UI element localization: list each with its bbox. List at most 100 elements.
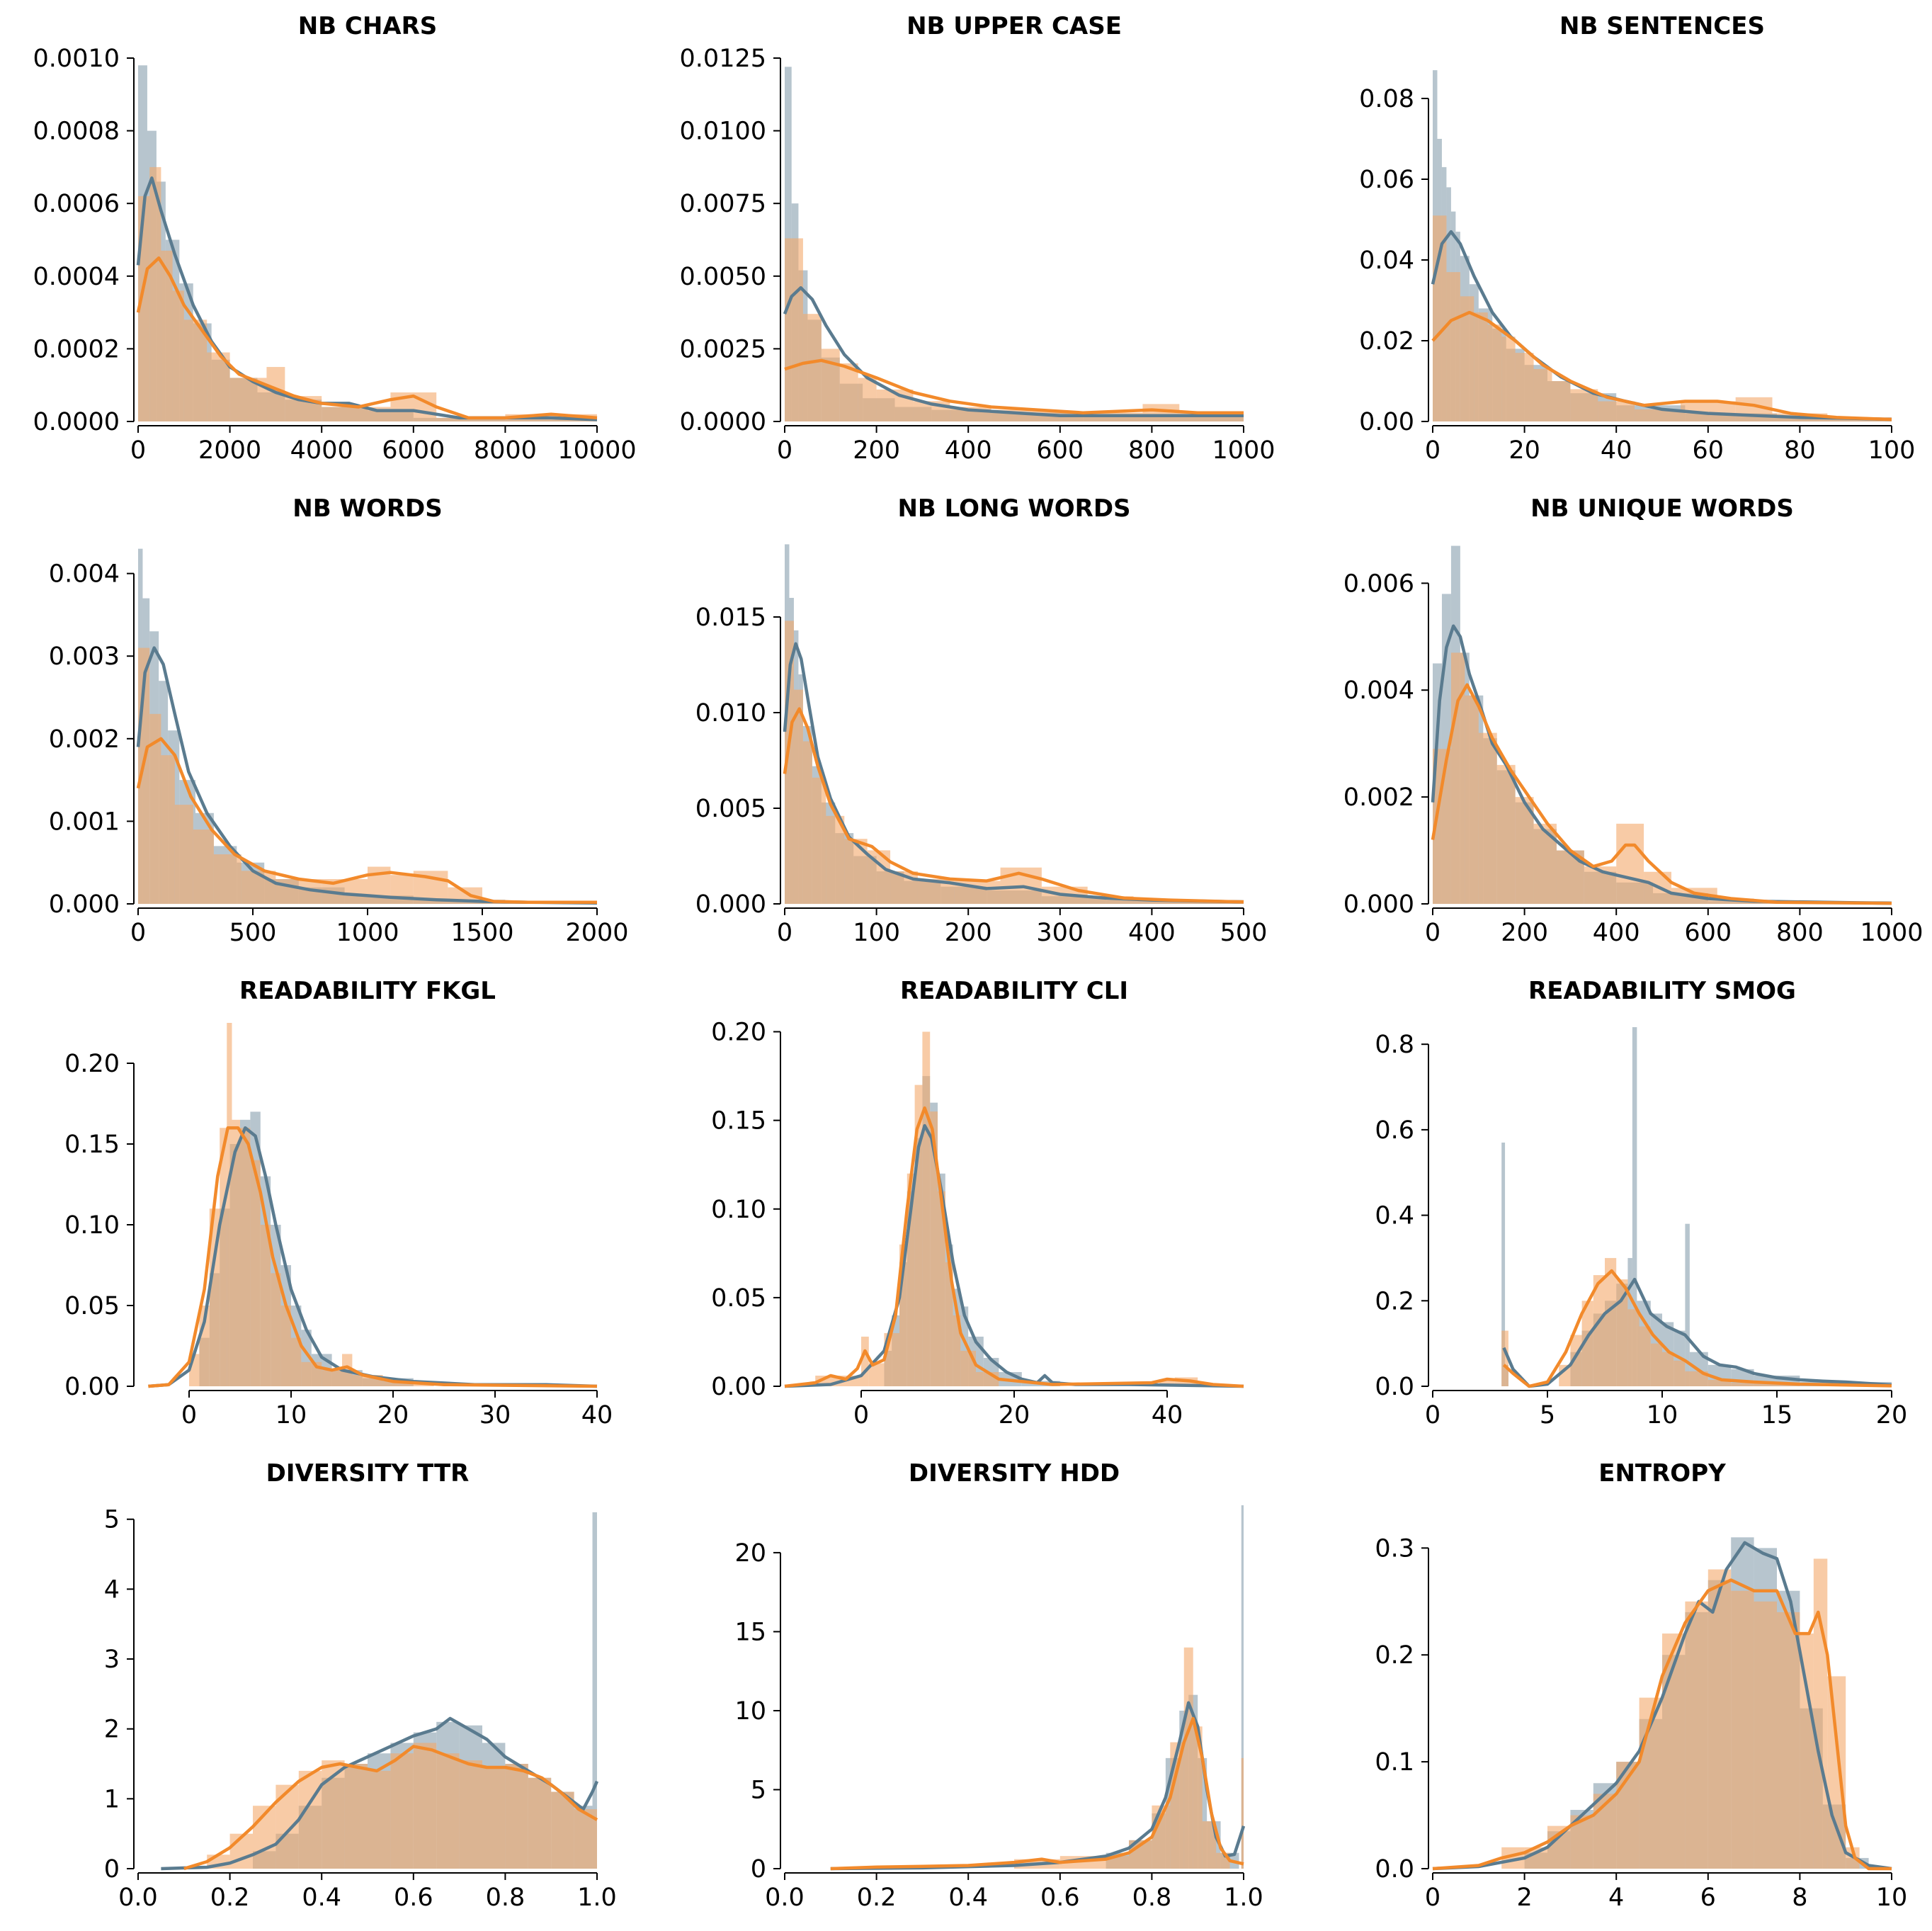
x-tick-label: 500: [1220, 919, 1268, 947]
y-tick-label: 20: [734, 1539, 766, 1568]
hist-bar-orange: [793, 689, 803, 904]
kde-line-orange: [784, 358, 1244, 414]
x-tick-label: 0.2: [857, 1884, 897, 1912]
x-tick-label: 0.2: [210, 1884, 250, 1912]
subplot-readability-cli: READABILITY CLI 0.00 0.05 0.10 0.15 0.20 0 20 40: [711, 977, 1244, 1429]
y-tick-label: 0.002: [49, 725, 120, 754]
kde-line-orange: [148, 1126, 598, 1388]
x-tick-label: 200: [853, 436, 900, 465]
x-tick-label: 40: [581, 1401, 613, 1429]
y-tick-label: 0.2: [1375, 1287, 1414, 1315]
hist-bar-orange: [413, 1743, 437, 1869]
hist-bar-orange: [938, 1191, 945, 1386]
x-tick-label: 40: [1601, 436, 1632, 465]
kde-line-orange: [784, 1106, 1244, 1388]
subplot-title: READABILITY SMOG: [1528, 977, 1796, 1005]
x-tick-label: 0.0: [765, 1884, 805, 1912]
hist-bar-orange: [1496, 764, 1516, 904]
hist-bar-orange: [322, 1760, 345, 1869]
hist-bar-orange: [1707, 1569, 1732, 1869]
x-tick-label: 8000: [474, 436, 537, 465]
y-tick-label: 0.003: [49, 642, 120, 671]
x-tick-label: 1000: [336, 919, 399, 947]
y-tick-label: 0.10: [64, 1211, 120, 1240]
y-tick-label: 0.06: [1359, 166, 1414, 194]
y-tick-label: 0.0050: [680, 263, 766, 291]
hist-bar-orange: [149, 166, 161, 421]
kde-line-orange: [1431, 310, 1892, 421]
hist-bar-orange: [1627, 1309, 1640, 1386]
subplot-nb-long-words: NB LONG WORDS 0.000 0.005 0.010 0.015 0 100 200…: [695, 494, 1268, 947]
hist-bar-orange: [183, 319, 208, 421]
y-tick-label: 0.000: [49, 890, 120, 919]
hist-bar-orange: [826, 815, 845, 904]
subplot-nb-upper-case: NB UPPER CASE 0.0000 0.0025 0.0050 0.0075 0.0…: [680, 12, 1275, 465]
y-tick-label: 0.0006: [33, 190, 120, 218]
y-tick-label: 0.006: [1343, 570, 1414, 598]
y-tick-label: 0.0004: [33, 263, 120, 291]
y-tick-label: 0.0100: [680, 118, 766, 146]
y-tick-label: 0.00: [1359, 408, 1414, 436]
subplot-nb-sentences: NB SENTENCES 0.00 0.02 0.04 0.06 0.08 0 20 40 60 8…: [1359, 12, 1915, 465]
hist-bar-orange: [1685, 1371, 1708, 1386]
y-tick-label: 0.010: [695, 699, 766, 727]
x-tick-label: 20: [1508, 436, 1540, 465]
hist-bar-orange: [1827, 1676, 1846, 1869]
subplot-diversity-hdd: DIVERSITY HDD 0 5 10 15 20 0.0 0.2 0.4 0.6 0.8 1.0: [734, 1459, 1263, 1912]
kde-line-grey: [784, 1123, 1244, 1388]
subplot-entropy: ENTROPY 0.0 0.1 0.2 0.3 0 2 4 6 8 10: [1375, 1459, 1907, 1912]
hist-bar-orange: [213, 854, 242, 904]
x-tick-label: 0.8: [486, 1884, 525, 1912]
x-tick-label: 20: [999, 1401, 1030, 1429]
x-tick-label: 10: [1647, 1401, 1678, 1429]
subplot-nb-unique-words: NB UNIQUE WORDS 0.000 0.002 0.004 0.006 0 200 4…: [1343, 494, 1924, 947]
y-tick-label: 3: [104, 1646, 120, 1674]
hist-bar-orange: [1605, 1257, 1617, 1386]
x-tick-label: 6: [1700, 1884, 1716, 1912]
x-tick-label: 2: [1516, 1884, 1532, 1912]
y-tick-label: 15: [734, 1618, 766, 1646]
x-tick-label: 0: [1425, 436, 1441, 465]
hist-bar-orange: [1635, 409, 1681, 421]
x-tick-label: 1.0: [1224, 1884, 1263, 1912]
hist-bar-orange: [802, 741, 812, 904]
hist-bar-orange: [459, 1760, 482, 1869]
hist-bar-orange: [240, 1128, 251, 1386]
x-tick-label: 300: [1036, 919, 1084, 947]
kde-line-orange: [1502, 1269, 1892, 1388]
hist-bar-orange: [436, 417, 506, 421]
hist-bar-orange: [922, 1031, 931, 1386]
kde-line-grey: [136, 646, 598, 905]
y-tick-label: 0.0: [1375, 1855, 1414, 1884]
y-tick-label: 0.0075: [680, 190, 766, 218]
hist-bar-orange: [291, 1337, 302, 1386]
hist-bar-orange: [271, 1273, 281, 1386]
x-tick-label: 500: [229, 919, 277, 947]
x-tick-label: 1000: [1860, 919, 1923, 947]
hist-bar-orange: [876, 389, 914, 421]
hist-bar-orange: [505, 1764, 528, 1869]
hist-bar-orange: [174, 805, 193, 904]
hist-bar-orange: [1487, 324, 1502, 421]
y-tick-label: 0.05: [64, 1292, 120, 1320]
hist-bar-orange: [844, 839, 868, 904]
subplot-diversity-ttr: DIVERSITY TTR 0 1 2 3 4 5 0.0 0.2 0.4 0.6 0.8 1.0: [104, 1459, 617, 1912]
x-tick-label: 100: [853, 919, 900, 947]
hist-bar-orange: [436, 1753, 460, 1869]
x-tick-label: 400: [1128, 919, 1176, 947]
y-tick-label: 0.2: [1375, 1641, 1414, 1670]
y-tick-label: 0.004: [1343, 676, 1414, 705]
y-tick-label: 0.10: [711, 1196, 766, 1224]
x-tick-label: 0: [181, 1401, 197, 1429]
hist-bar-orange: [1501, 336, 1516, 421]
hist-bar-orange: [390, 1753, 414, 1869]
x-tick-label: 0.0: [118, 1884, 158, 1912]
subplot-title: NB WORDS: [292, 494, 443, 523]
hist-bar-orange: [1570, 1335, 1582, 1386]
x-tick-label: 100: [1868, 436, 1916, 465]
hist-bar-orange: [528, 1777, 552, 1869]
hist-bar-orange: [960, 1350, 976, 1386]
kde-line-grey: [1431, 624, 1892, 905]
hist-bar-orange: [1183, 1647, 1193, 1869]
